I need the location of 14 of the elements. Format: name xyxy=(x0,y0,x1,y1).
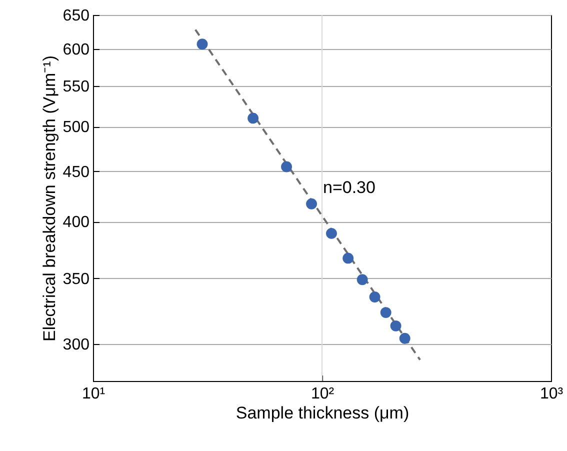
y-axis-title: Electrical breakdown strength (Vμm⁻¹) xyxy=(40,55,59,342)
x-tick-label: 10³ xyxy=(540,386,564,402)
x-tick-label: 10² xyxy=(310,386,335,402)
y-tick-label: 600 xyxy=(62,42,90,59)
y-tick-label: 450 xyxy=(62,164,90,181)
y-tick-label: 550 xyxy=(62,78,90,96)
annotation: n=0.30 xyxy=(323,178,376,197)
x-tick-label: 10¹ xyxy=(82,386,106,402)
y-tick-label: 650 xyxy=(62,8,90,24)
x-axis-title: Sample thickness (μm) xyxy=(236,404,410,422)
y-tick-label: 300 xyxy=(62,336,90,354)
y-tick-label: 350 xyxy=(62,270,90,288)
y-tick-label: 500 xyxy=(62,119,90,136)
y-tick-label: 400 xyxy=(62,214,90,232)
